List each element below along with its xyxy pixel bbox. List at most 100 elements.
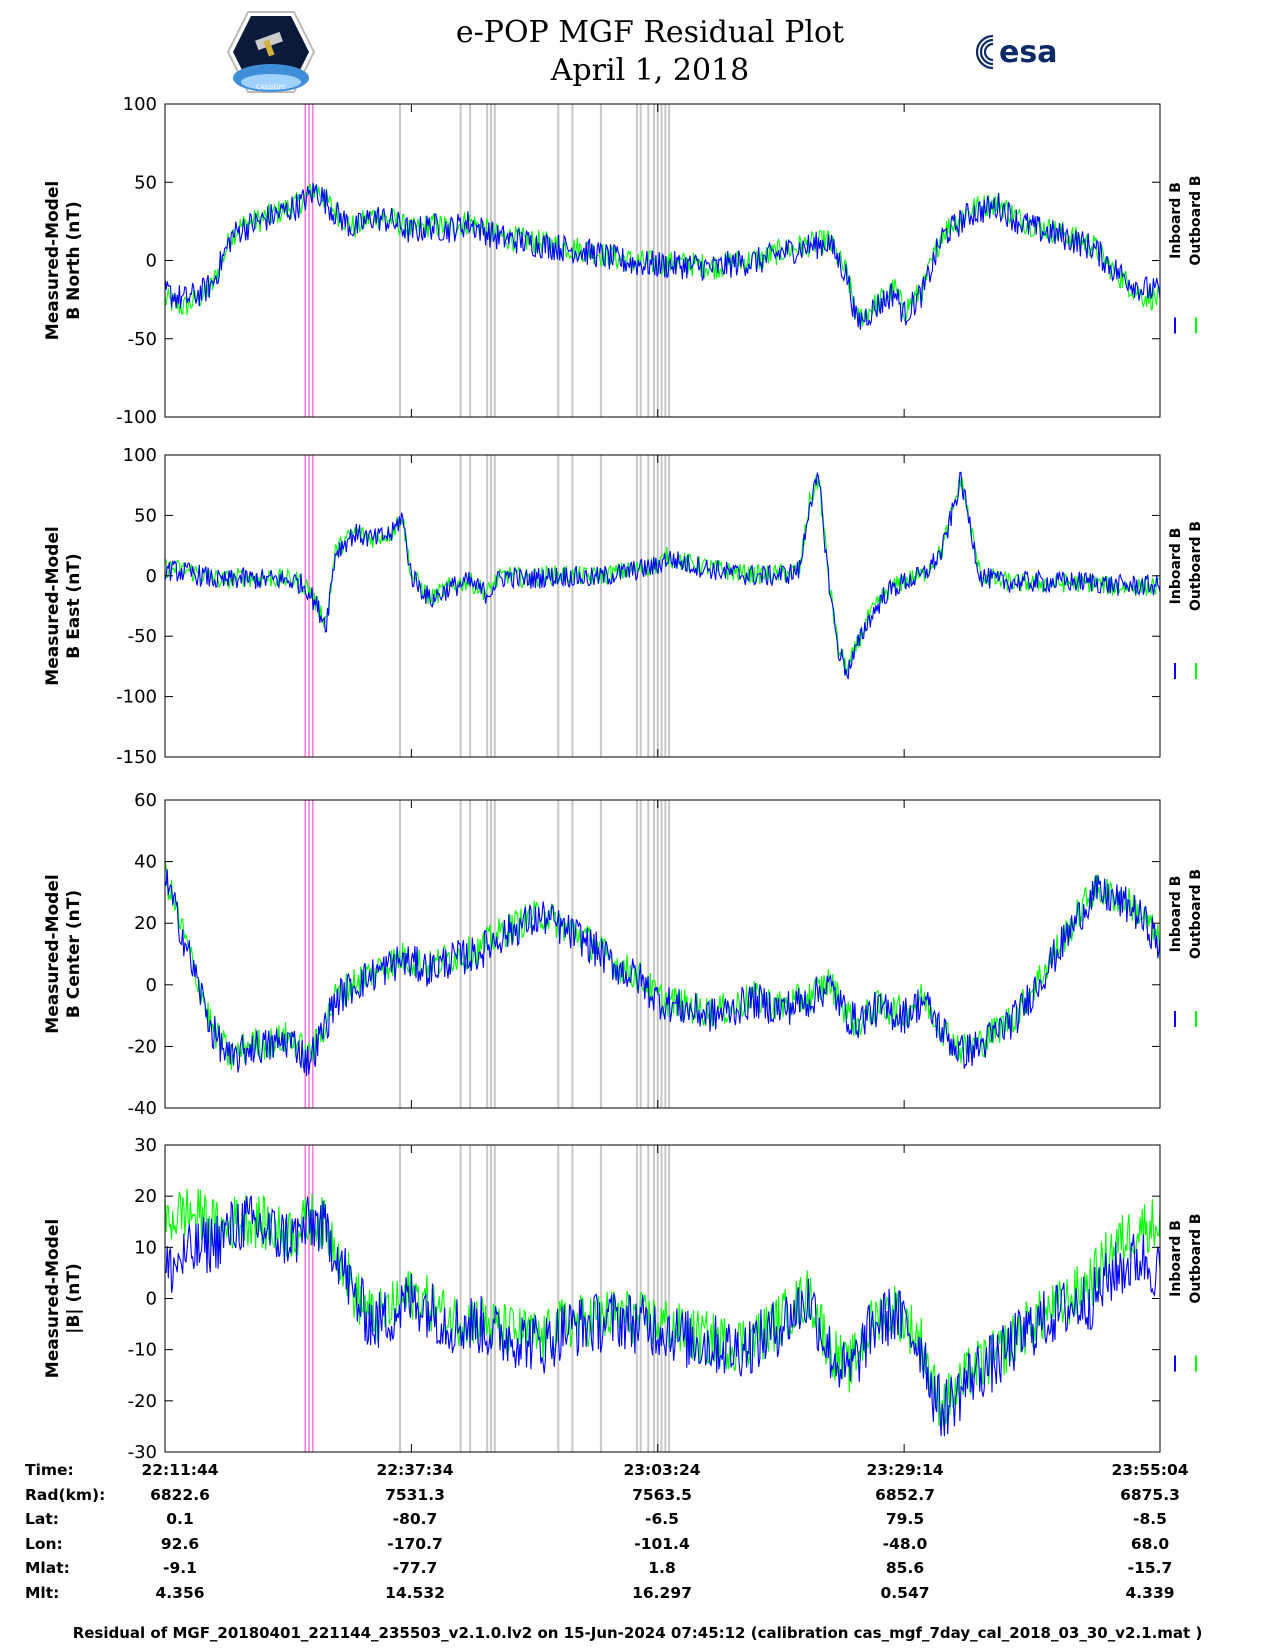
legend: Inboard B Outboard B (1168, 1213, 1204, 1372)
y-tick-label: -10 (128, 1340, 157, 1361)
cell-time: 23:03:24 (623, 1461, 701, 1479)
cell-lat: -8.5 (1133, 1510, 1167, 1528)
y-tick-label: -150 (116, 747, 157, 768)
cell-mlat: -15.7 (1127, 1559, 1173, 1577)
cell-rad: 7563.5 (632, 1485, 692, 1504)
legend-outboard-label: Outboard B (1188, 1213, 1204, 1303)
y-tick-label: -20 (128, 1391, 157, 1412)
legend: Inboard B Outboard B (1168, 175, 1204, 334)
inboard-series-line (164, 869, 1161, 1077)
cell-mlat: 85.6 (885, 1559, 925, 1577)
panel-1: 100 50 0 -50 -100 Measured-ModelB North (nT) I… (43, 94, 1204, 428)
y-axis-label-line: B North (nT) (64, 201, 84, 320)
cell-mlt: 0.547 (880, 1583, 930, 1602)
cell-time: 22:37:34 (376, 1461, 454, 1479)
row-label-lat: Lat: (25, 1510, 59, 1528)
cell-rad: 6852.7 (875, 1485, 935, 1504)
row-label-lon: Lon: (25, 1534, 63, 1553)
y-tick-label: 100 (123, 445, 157, 466)
y-axis-label-line: |B| (nT) (64, 1263, 84, 1334)
cell-time: 22:11:44 (141, 1461, 219, 1479)
esa-logo: esa (975, 34, 1057, 70)
cassiope-logo-text: CASSIOPE (256, 84, 286, 91)
outboard-series-line (164, 860, 1161, 1070)
legend-inboard-label: Inboard B (1168, 182, 1184, 259)
y-axis-label: Measured-ModelB Center (nT) (43, 874, 84, 1033)
y-axis-label-line: B East (nT) (64, 553, 84, 658)
y-tick-label: 30 (134, 1135, 157, 1156)
y-axis-label: Measured-Model|B| (nT) (43, 1219, 84, 1378)
y-tick-label: -40 (128, 1098, 157, 1119)
legend-outboard-label: Outboard B (1188, 869, 1204, 959)
row-label-rad: Rad(km): (25, 1485, 106, 1504)
cell-mlt: 16.297 (632, 1583, 692, 1602)
inboard-series-line (164, 1195, 1161, 1437)
cell-lat: -6.5 (645, 1510, 679, 1528)
cell-time: 23:29:14 (866, 1461, 944, 1479)
legend-inboard-label: Inboard B (1168, 528, 1184, 605)
y-axis-label-line: Measured-Model (43, 181, 63, 340)
cell-lat: 79.5 (885, 1510, 925, 1528)
cell-rad: 7531.3 (385, 1485, 445, 1504)
title-line-1: e-POP MGF Residual Plot (455, 15, 845, 50)
inboard-series-line (164, 182, 1161, 330)
orbit-info-table: Time: 22:11:44 22:37:34 23:03:24 23:29:14 23:… (0, 1461, 1275, 1611)
cell-lon: 68.0 (1130, 1534, 1170, 1553)
y-tick-label: 50 (134, 172, 157, 193)
plot-frame (164, 799, 1161, 1109)
row-label-mlat: Mlat: (25, 1559, 70, 1577)
panel-2: 100 50 0 -50 -100 -150 Measured-ModelB East (n… (43, 445, 1204, 768)
y-tick-label: -20 (128, 1036, 157, 1057)
cassiope-logo: CASSIOPE (226, 11, 316, 93)
cell-mlt: 4.356 (155, 1583, 205, 1602)
row-label-mlt: Mlt: (25, 1583, 60, 1602)
y-tick-label: 0 (146, 1289, 157, 1310)
y-tick-label: -50 (128, 329, 157, 350)
y-axis-label-line: Measured-Model (43, 874, 63, 1033)
cell-mlat: -77.7 (392, 1559, 438, 1577)
y-tick-label: -30 (128, 1442, 157, 1463)
y-tick-label: -100 (116, 687, 157, 708)
inboard-series-line (164, 471, 1161, 680)
cell-rad: 6875.3 (1120, 1485, 1180, 1504)
cell-time: 23:55:04 (1111, 1461, 1189, 1479)
plot-title: e-POP MGF Residual Plot April 1, 2018 (350, 14, 950, 90)
footer-caption: Residual of MGF_20180401_221144_235503_v… (72, 1624, 1203, 1642)
cell-lat: -80.7 (392, 1510, 438, 1528)
legend: Inboard B Outboard B (1168, 521, 1204, 679)
y-axis-label-line: Measured-Model (43, 526, 63, 685)
esa-logo-text: esa (999, 35, 1057, 70)
y-tick-label: 0 (146, 251, 157, 272)
y-axis-label: Measured-ModelB North (nT) (43, 181, 84, 340)
y-tick-label: 0 (146, 975, 157, 996)
panel-3: 60 40 20 0 -20 -40 Measured-ModelB Center (nT)… (43, 790, 1204, 1119)
y-tick-label: -50 (128, 626, 157, 647)
y-axis-label-line: B Center (nT) (64, 890, 84, 1018)
legend-inboard-label: Inboard B (1168, 876, 1184, 953)
y-tick-label: 20 (134, 913, 157, 934)
cell-lon: 92.6 (160, 1534, 200, 1553)
cell-lon: -48.0 (882, 1534, 928, 1553)
title-line-2: April 1, 2018 (550, 53, 750, 88)
cell-lon: -101.4 (634, 1534, 690, 1553)
y-tick-label: 20 (134, 1186, 157, 1207)
cell-mlt: 4.339 (1125, 1583, 1175, 1602)
y-tick-label: 50 (134, 505, 157, 526)
outboard-series-line (164, 475, 1161, 676)
y-tick-label: 0 (146, 566, 157, 587)
plot-frame (164, 454, 1161, 758)
cell-lon: -170.7 (387, 1534, 443, 1553)
panel-4: 30 20 10 0 -10 -20 -30 Measured-Model|B| (nT) In… (43, 1135, 1204, 1463)
legend-outboard-label: Outboard B (1188, 521, 1204, 611)
cell-mlat: -9.1 (163, 1559, 197, 1577)
cell-mlat: 1.8 (648, 1559, 676, 1577)
y-tick-label: -100 (116, 407, 157, 428)
y-axis-label-line: Measured-Model (43, 1219, 63, 1378)
y-axis-label: Measured-ModelB East (nT) (43, 526, 84, 685)
legend-outboard-label: Outboard B (1188, 175, 1204, 265)
y-tick-label: 60 (134, 790, 157, 811)
cell-mlt: 14.532 (385, 1583, 445, 1602)
y-tick-label: 100 (123, 94, 157, 115)
cell-lat: 0.1 (166, 1510, 194, 1528)
